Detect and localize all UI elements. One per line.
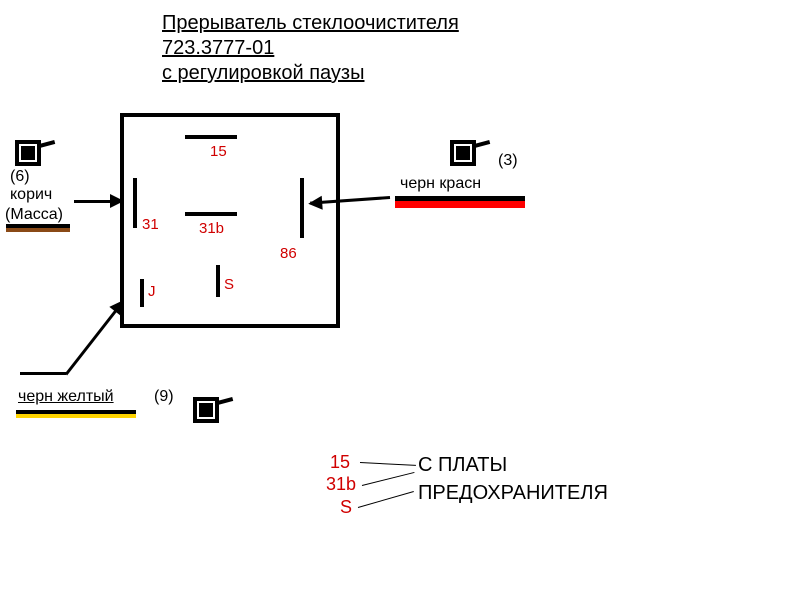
arrow-j-tail (20, 372, 66, 375)
note-31b: 31b (326, 474, 356, 495)
connector-icon-3 (450, 140, 476, 166)
wire-3-bot (395, 201, 525, 208)
note-s: S (340, 497, 352, 518)
connector-label-6a: корич (10, 186, 52, 204)
connector-label-3: черн красн (400, 175, 481, 193)
note-line-1 (360, 462, 416, 466)
arrow-to-j (65, 301, 124, 375)
arrow-to-31 (74, 200, 122, 203)
title-line-3: с регулировкой паузы (162, 62, 364, 85)
note-plate: С ПЛАТЫ (418, 454, 507, 477)
note-15: 15 (330, 452, 350, 473)
pin-15 (185, 135, 237, 139)
pin-label-86: 86 (280, 245, 297, 262)
title-line-1: Прерыватель стеклоочистителя (162, 12, 459, 35)
connector-label-6b: (Масса) (5, 206, 63, 224)
pin-j (140, 279, 144, 307)
connector-label-9: черн желтый (18, 388, 114, 406)
pin-31 (133, 178, 137, 228)
title-line-2: 723.3777-01 (162, 37, 274, 60)
pin-label-s: S (224, 276, 234, 293)
note-line-3 (358, 491, 414, 508)
connector-num-6: (6) (10, 168, 30, 186)
connector-icon-6 (15, 140, 41, 166)
note-fuse: ПРЕДОХРАНИТЕЛЯ (418, 482, 608, 505)
pin-31b (185, 212, 237, 216)
connector-num-9: (9) (154, 388, 174, 406)
wire-6-bot (6, 228, 70, 232)
wire-9-bot (16, 414, 136, 418)
pin-86 (300, 178, 304, 238)
pin-label-31: 31 (142, 216, 159, 233)
pin-label-31b: 31b (199, 220, 224, 237)
pin-s (216, 265, 220, 297)
connector-num-3: (3) (498, 152, 518, 170)
pin-label-j: J (148, 283, 156, 300)
connector-icon-9 (193, 397, 219, 423)
pin-label-15: 15 (210, 143, 227, 160)
note-line-2 (362, 472, 415, 486)
